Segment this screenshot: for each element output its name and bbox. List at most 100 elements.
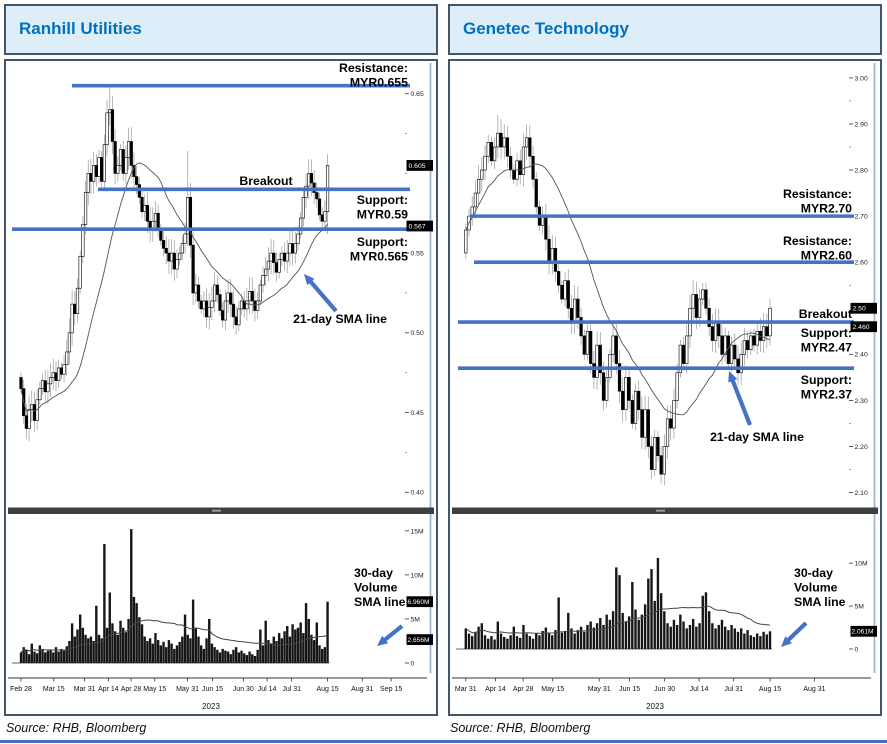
svg-text:2.061M: 2.061M: [852, 629, 874, 636]
annotations: Resistance:MYR2.70Resistance:MYR2.60Brea…: [710, 187, 852, 609]
svg-text:Aug 31: Aug 31: [803, 686, 825, 693]
annotation-text: Resistance:: [339, 61, 408, 75]
svg-text:2023: 2023: [202, 702, 220, 711]
annotation-text: MYR0.59: [357, 208, 408, 222]
svg-text:0: 0: [855, 646, 859, 653]
svg-text:May 15: May 15: [143, 686, 166, 693]
annotation-text: 21-day SMA line: [293, 312, 387, 326]
candlestick-series: [19, 84, 330, 442]
annotation-text: Support:: [357, 235, 408, 249]
svg-text:Sep 15: Sep 15: [380, 686, 402, 693]
annotation-text: MYR2.37: [801, 388, 852, 402]
annotation-text: Resistance:: [783, 234, 852, 248]
svg-text:Mar 31: Mar 31: [74, 686, 96, 693]
price-sma-line: [20, 162, 328, 412]
axis-marker-boxes: 0.605 0.567 6.960M 2.656M: [406, 160, 433, 646]
svg-text:Jun 30: Jun 30: [233, 686, 254, 693]
chart-title-ranhill: Ranhill Utilities: [4, 4, 438, 55]
annotation-text: Resistance:: [783, 187, 852, 201]
level-lines: [458, 214, 854, 370]
svg-text:0.40: 0.40: [411, 490, 424, 497]
volume-sma-line: [20, 619, 328, 653]
svg-text:Jul 14: Jul 14: [258, 686, 277, 693]
svg-text:15M: 15M: [411, 528, 425, 535]
arrow-head: [781, 636, 792, 647]
price-volume-chart-ranhill: 0.65 0.55 0.50 0.45 0.40 15M 10M 5M 0 Feb 28 Mar 1…: [8, 61, 434, 711]
svg-text:0.605: 0.605: [409, 163, 426, 170]
arrow-head: [304, 274, 315, 286]
chart-box-ranhill: 0.65 0.55 0.50 0.45 0.40 15M 10M 5M 0 Feb 28 Mar 1…: [4, 59, 438, 716]
annotation-text: Support:: [801, 326, 852, 340]
svg-text:0: 0: [411, 660, 415, 667]
pane-divider: [452, 507, 878, 514]
svg-text:Mar 15: Mar 15: [43, 686, 65, 693]
svg-text:Feb 28: Feb 28: [10, 686, 32, 693]
svg-text:2.656M: 2.656M: [408, 637, 430, 644]
candlestick-series: [464, 114, 772, 486]
svg-text:2.50: 2.50: [853, 306, 866, 313]
price-sma-line: [465, 163, 771, 416]
svg-text:2.20: 2.20: [855, 444, 868, 451]
axis-marker-boxes: 2.50 2.460 2.061M: [850, 302, 877, 637]
annotation-arrows: [728, 371, 808, 647]
svg-text:2.10: 2.10: [855, 490, 868, 497]
arrow-head: [728, 371, 738, 383]
volume-bars: [456, 557, 772, 650]
svg-text:Aug 15: Aug 15: [316, 686, 338, 693]
annotation-text: Breakout: [239, 174, 292, 188]
annotation-text: SMA line: [794, 595, 846, 609]
svg-text:2.90: 2.90: [855, 121, 868, 128]
arrow-head: [377, 635, 389, 646]
svg-text:Jul 14: Jul 14: [690, 686, 709, 693]
volume-bars: [12, 529, 330, 664]
panel-ranhill: Ranhill Utilities 0.65 0.55 0.50 0.45 0.40 15…: [4, 4, 438, 744]
chart-box-genetec: 3.00 2.90 2.80 2.70 2.60 2.40 2.30 2.20 2.10 10M 5…: [448, 59, 882, 716]
svg-text:May 31: May 31: [588, 686, 611, 693]
svg-text:Aug 15: Aug 15: [759, 686, 781, 693]
annotations: Resistance:MYR0.655BreakoutSupport:MYR0.…: [239, 61, 408, 609]
source-note: Source: RHB, Bloomberg: [450, 721, 591, 735]
svg-text:0.567: 0.567: [409, 223, 426, 230]
annotation-text: SMA line: [354, 595, 406, 609]
price-volume-chart-genetec: 3.00 2.90 2.80 2.70 2.60 2.40 2.30 2.20 2.10 10M 5…: [452, 63, 878, 711]
annotation-text: MYR2.47: [801, 341, 852, 355]
axes: 0.65 0.55 0.50 0.45 0.40 15M 10M 5M 0 Feb 28 Mar 1…: [8, 63, 432, 711]
svg-text:Apr 14: Apr 14: [98, 686, 119, 693]
annotation-text: MYR2.60: [801, 249, 852, 263]
svg-text:Apr 28: Apr 28: [121, 686, 142, 693]
svg-text:10M: 10M: [855, 561, 869, 568]
annotation-text: Volume: [354, 581, 398, 595]
svg-text:Jul 31: Jul 31: [282, 686, 301, 693]
svg-text:Jun 15: Jun 15: [202, 686, 223, 693]
svg-text:May 15: May 15: [541, 686, 564, 693]
svg-text:Mar 31: Mar 31: [455, 686, 477, 693]
svg-text:Aug 31: Aug 31: [351, 686, 373, 693]
svg-text:0.50: 0.50: [411, 330, 424, 337]
svg-text:5M: 5M: [411, 616, 421, 623]
svg-text:Jun 15: Jun 15: [619, 686, 640, 693]
annotation-text: 21-day SMA line: [710, 430, 804, 444]
svg-text:0.45: 0.45: [411, 410, 424, 417]
svg-text:5M: 5M: [855, 603, 865, 610]
volume-sma-line: [465, 605, 771, 634]
annotation-text: Support:: [801, 373, 852, 387]
source-note: Source: RHB, Bloomberg: [6, 721, 147, 735]
svg-text:2023: 2023: [646, 702, 664, 711]
annotation-text: MYR0.655: [350, 76, 408, 90]
svg-text:2.60: 2.60: [855, 260, 868, 267]
annotation-text: MYR0.565: [350, 250, 408, 264]
panel-genetec: Genetec Technology 3.00 2.90 2.80 2.70 2.60 2…: [448, 4, 882, 744]
svg-text:2.70: 2.70: [855, 214, 868, 221]
svg-text:2.460: 2.460: [853, 324, 870, 331]
bottom-border-line: [0, 740, 887, 743]
annotation-text: Breakout: [799, 307, 852, 321]
annotation-arrows: [304, 274, 404, 646]
svg-text:6.960M: 6.960M: [408, 599, 430, 606]
svg-text:May 31: May 31: [176, 686, 199, 693]
svg-text:Apr 28: Apr 28: [513, 686, 534, 693]
annotation-text: Support:: [357, 193, 408, 207]
chart-title-genetec: Genetec Technology: [448, 4, 882, 55]
pane-divider: [8, 507, 434, 514]
svg-text:Jun 30: Jun 30: [654, 686, 675, 693]
